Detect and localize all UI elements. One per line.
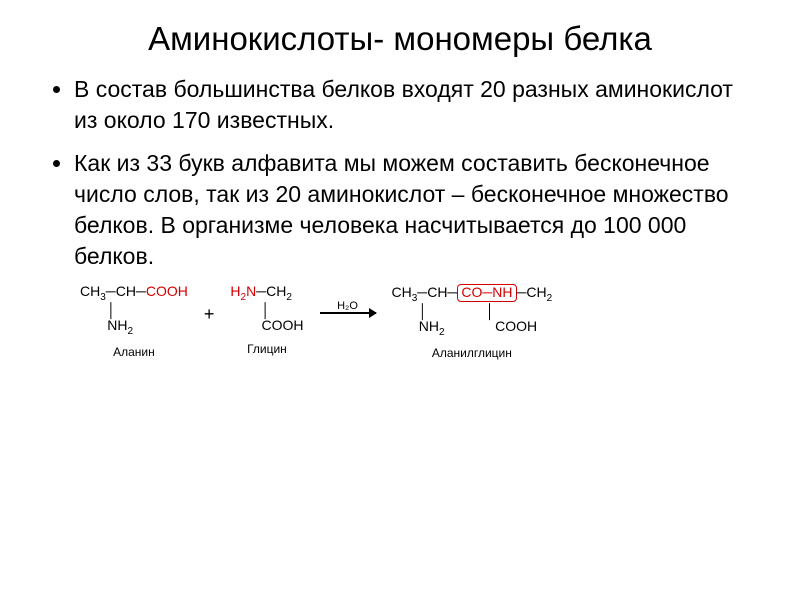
reaction-arrow: H₂O — [320, 300, 376, 314]
bullet-item: В состав большинства белков входят 20 ра… — [74, 74, 760, 136]
molecule-product: CH3─CH─CO─NH─CH2 │ │ NH2 COOH Аланилглиц… — [392, 284, 553, 360]
arrow-icon — [320, 312, 376, 314]
bullet-list: В состав большинства белков входят 20 ра… — [40, 74, 760, 272]
arrow-top-label: H₂O — [337, 300, 358, 312]
structure-glycine: H2N─CH2 │ COOH — [230, 284, 303, 334]
molecule-alanine: CH3─CH─COOH │ NH2 Аланин — [80, 284, 188, 359]
reaction-diagram: CH3─CH─COOH │ NH2 Аланин + H2N─CH2 │ COO… — [40, 284, 760, 360]
slide-title: Аминокислоты- мономеры белка — [40, 20, 760, 58]
structure-alanine: CH3─CH─COOH │ NH2 — [80, 284, 188, 337]
plus-sign: + — [204, 304, 215, 325]
bullet-item: Как из 33 букв алфавита мы можем состави… — [74, 148, 760, 272]
structure-product: CH3─CH─CO─NH─CH2 │ │ NH2 COOH — [392, 284, 553, 338]
label-alanine: Аланин — [113, 345, 155, 359]
label-glycine: Глицин — [247, 342, 287, 356]
molecule-glycine: H2N─CH2 │ COOH Глицин — [230, 284, 303, 356]
label-product: Аланилглицин — [432, 346, 512, 360]
